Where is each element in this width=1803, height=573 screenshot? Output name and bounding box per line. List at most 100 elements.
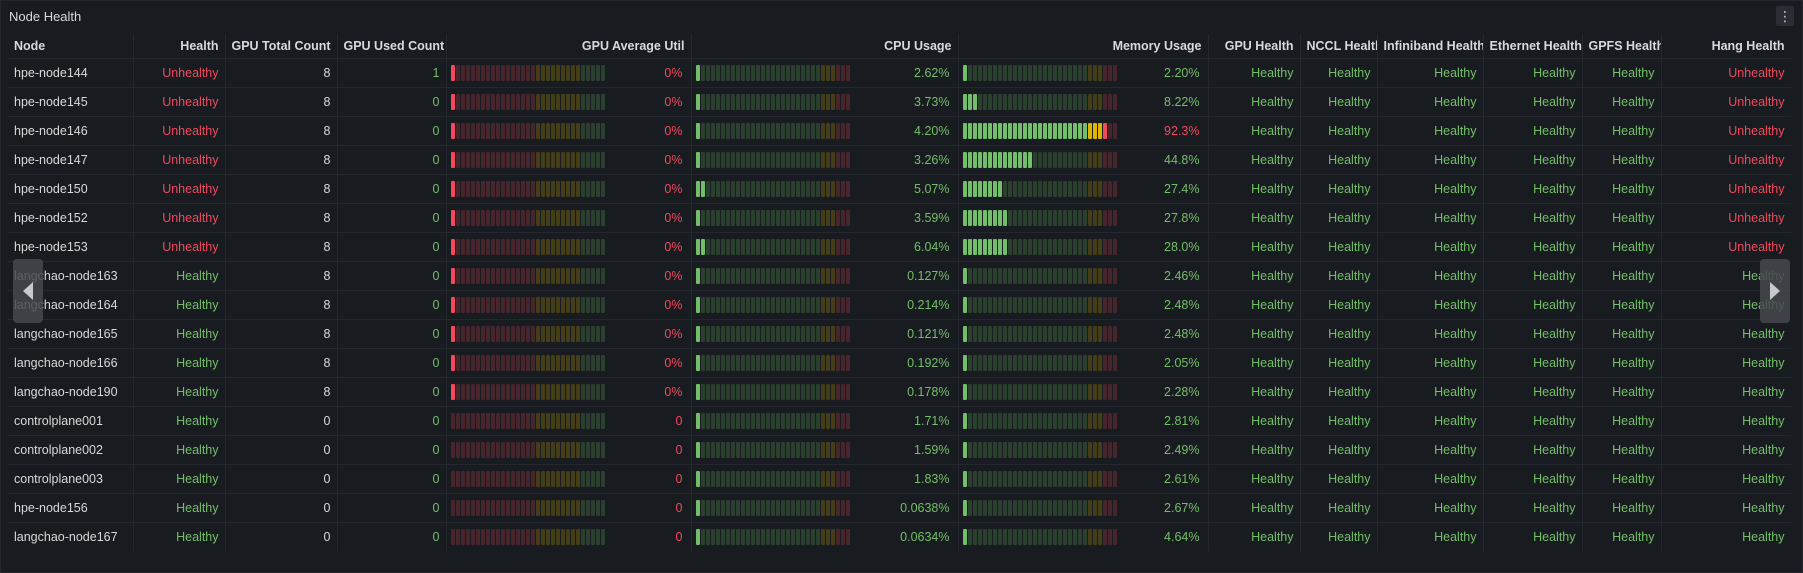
col-header-ethernet-health[interactable]: Ethernet Health xyxy=(1483,34,1583,59)
col-header-nccl-health[interactable]: NCCL Health xyxy=(1300,34,1378,59)
gauge-segment xyxy=(840,326,845,342)
table-row[interactable]: hpe-node150 Unhealthy 8 0 0% 5.07% 27.4% Health… xyxy=(8,174,1791,204)
memory-usage-gauge xyxy=(962,355,1117,371)
gauge-segment xyxy=(1107,413,1112,429)
col-header-gpu-health[interactable]: GPU Health xyxy=(1208,34,1301,59)
cell-hang-health: Healthy xyxy=(1661,406,1791,436)
gauge-segment xyxy=(520,500,525,516)
gauge-segment xyxy=(1057,181,1062,197)
table-row[interactable]: hpe-node156 Healthy 0 0 0 0.0638% 2.67% Healthy… xyxy=(8,493,1791,523)
gauge-segment xyxy=(455,65,460,81)
cell-gpu-total-count-text: 8 xyxy=(323,327,331,341)
gauge-segment xyxy=(815,181,820,197)
table-row[interactable]: hpe-node144 Unhealthy 8 1 0% 2.62% 2.20% Health… xyxy=(8,58,1791,88)
table-row[interactable]: hpe-node145 Unhealthy 8 0 0% 3.73% 8.22% Health… xyxy=(8,87,1791,117)
gauge-segment xyxy=(705,500,710,516)
cpu-usage-gauge xyxy=(695,529,850,545)
gauge-segment xyxy=(485,529,490,545)
gauge-segment xyxy=(505,471,510,487)
cell-gpu-total-count: 8 xyxy=(225,174,338,204)
table-row[interactable]: langchao-node190 Healthy 8 0 0% 0.178% 2.28% He… xyxy=(8,377,1791,407)
col-header-hang-health[interactable]: Hang Health xyxy=(1661,34,1791,59)
cell-ethernet-health: Healthy xyxy=(1483,493,1583,523)
table-row[interactable]: hpe-node152 Unhealthy 8 0 0% 3.59% 27.8% Health… xyxy=(8,203,1791,233)
cell-nccl-health-text: Healthy xyxy=(1328,182,1371,196)
gauge-segment xyxy=(815,152,820,168)
gauge-segment xyxy=(535,123,540,139)
cell-gpu-used-count-text: 0 xyxy=(432,95,440,109)
table-row[interactable]: langchao-node166 Healthy 8 0 0% 0.192% 2.05% He… xyxy=(8,348,1791,378)
gauge-segment xyxy=(815,413,820,429)
gauge-segment xyxy=(1032,94,1037,110)
cell-health: Healthy xyxy=(133,406,226,436)
gauge-segment xyxy=(540,239,545,255)
gauge-segment xyxy=(565,123,570,139)
gauge-segment xyxy=(755,529,760,545)
scroll-left-button[interactable] xyxy=(13,259,43,323)
gauge-segment xyxy=(972,442,977,458)
gauge-segment xyxy=(820,413,825,429)
col-header-gpu-used-count[interactable]: GPU Used Count xyxy=(337,34,447,59)
gauge-segment xyxy=(710,181,715,197)
gauge-segment xyxy=(505,123,510,139)
cell-node: hpe-node144 xyxy=(8,58,134,88)
gauge-segment xyxy=(765,181,770,197)
gauge-segment xyxy=(475,239,480,255)
table-row[interactable]: controlplane002 Healthy 0 0 0 1.59% 2.49% Healt… xyxy=(8,435,1791,465)
gauge-segment xyxy=(977,239,982,255)
gauge-segment xyxy=(982,326,987,342)
gauge-segment xyxy=(1052,500,1057,516)
cell-nccl-health: Healthy xyxy=(1300,232,1378,262)
cell-memory-usage: 8.22% xyxy=(958,87,1209,117)
gauge-segment xyxy=(575,94,580,110)
col-header-gpfs-health[interactable]: GPFS Health xyxy=(1582,34,1662,59)
gauge-segment xyxy=(510,268,515,284)
table-row[interactable]: hpe-node153 Unhealthy 8 0 0% 6.04% 28.0% Health… xyxy=(8,232,1791,262)
gauge-segment xyxy=(715,210,720,226)
gauge-segment xyxy=(1012,326,1017,342)
table-row[interactable]: hpe-node146 Unhealthy 8 0 0% 4.20% 92.3% Health… xyxy=(8,116,1791,146)
gauge-segment xyxy=(475,181,480,197)
kebab-menu-icon[interactable]: ⋮ xyxy=(1776,6,1794,26)
table-row[interactable]: hpe-node147 Unhealthy 8 0 0% 3.26% 44.8% Health… xyxy=(8,145,1791,175)
gauge-segment xyxy=(540,268,545,284)
gauge-segment xyxy=(1002,210,1007,226)
col-header-health[interactable]: Health xyxy=(133,34,226,59)
col-header-gpu-average-util[interactable]: GPU Average Util xyxy=(446,34,692,59)
table-row[interactable]: langchao-node165 Healthy 8 0 0% 0.121% 2.48% He… xyxy=(8,319,1791,349)
gauge-segment xyxy=(720,413,725,429)
cell-cpu-usage: 1.83% xyxy=(691,464,959,494)
node-health-table-wrapper[interactable]: Node Health GPU Total Count GPU Used Cou… xyxy=(8,34,1791,551)
gauge-segment xyxy=(710,268,715,284)
gauge-segment xyxy=(700,297,705,313)
col-header-gpu-total-count[interactable]: GPU Total Count xyxy=(225,34,338,59)
gauge-segment xyxy=(1012,500,1017,516)
gauge-segment xyxy=(1037,500,1042,516)
cell-infiniband-health: Healthy xyxy=(1377,174,1484,204)
table-row[interactable]: controlplane003 Healthy 0 0 0 1.83% 2.61% Healt… xyxy=(8,464,1791,494)
cell-infiniband-health-text: Healthy xyxy=(1434,269,1477,283)
cpu-usage-gauge xyxy=(695,297,850,313)
cell-node: hpe-node150 xyxy=(8,174,134,204)
col-header-memory-usage[interactable]: Memory Usage xyxy=(958,34,1209,59)
cell-gpu-total-count: 8 xyxy=(225,290,338,320)
table-row[interactable]: langchao-node164 Healthy 8 0 0% 0.214% 2.48% He… xyxy=(8,290,1791,320)
gauge-segment xyxy=(972,355,977,371)
scroll-right-button[interactable] xyxy=(1760,259,1790,323)
cell-gpu-health-text: Healthy xyxy=(1251,501,1294,515)
gauge-segment xyxy=(977,355,982,371)
cell-infiniband-health: Healthy xyxy=(1377,319,1484,349)
gauge-segment xyxy=(500,94,505,110)
table-row[interactable]: langchao-node167 Healthy 0 0 0 0.0634% 4.64% He… xyxy=(8,522,1791,551)
table-row[interactable]: controlplane001 Healthy 0 0 0 1.71% 2.81% Healt… xyxy=(8,406,1791,436)
gauge-segment xyxy=(465,297,470,313)
col-header-cpu-usage[interactable]: CPU Usage xyxy=(691,34,959,59)
gauge-segment xyxy=(705,181,710,197)
gauge-segment xyxy=(840,152,845,168)
table-row[interactable]: langchao-node163 Healthy 8 0 0% 0.127% 2.46% He… xyxy=(8,261,1791,291)
col-header-node[interactable]: Node xyxy=(8,34,134,59)
gauge-segment xyxy=(565,355,570,371)
gauge-value: 2.05% xyxy=(1164,356,1200,370)
gauge-segment xyxy=(987,181,992,197)
col-header-infiniband-health[interactable]: Infiniband Health xyxy=(1377,34,1484,59)
